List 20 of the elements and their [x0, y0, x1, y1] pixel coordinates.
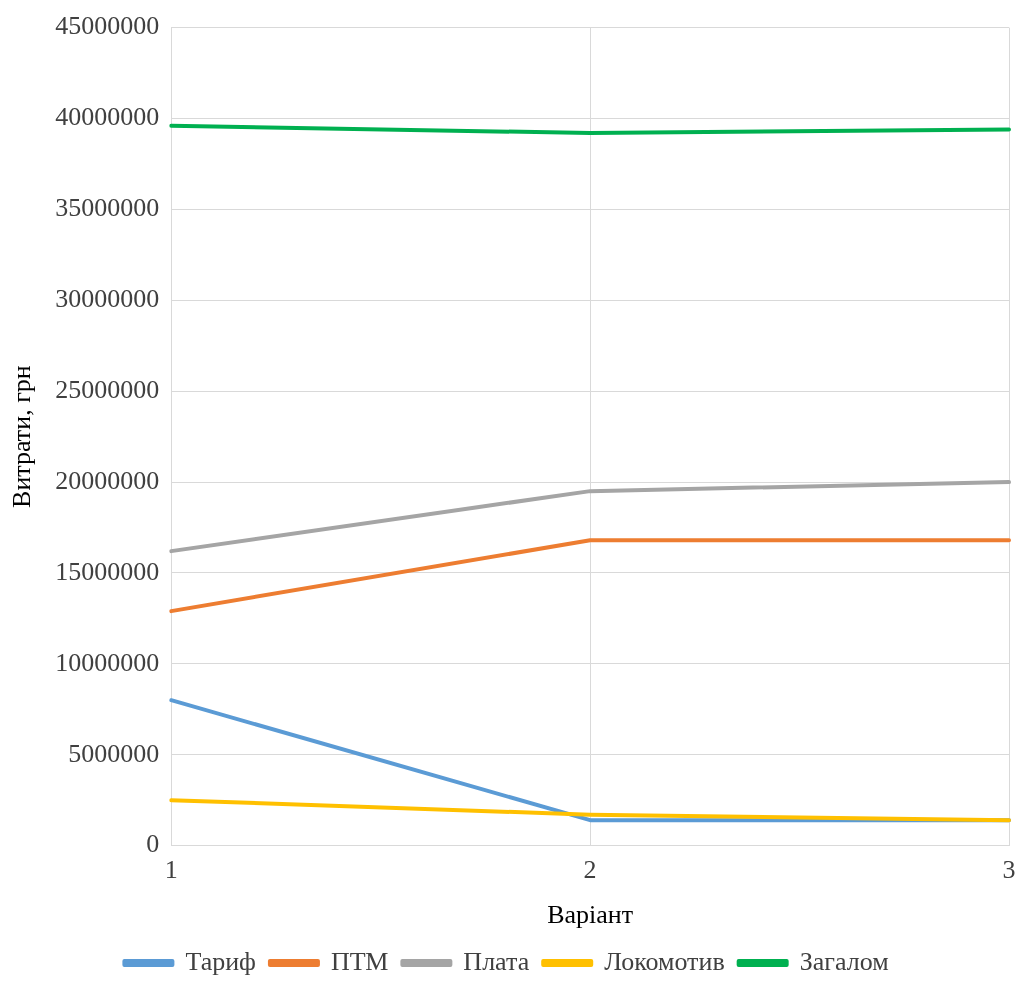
y-tick-label: 0 [146, 829, 160, 859]
legend-label: Тариф [185, 946, 256, 976]
y-tick-label: 5000000 [68, 738, 160, 768]
legend-label: Плата [463, 946, 530, 976]
x-tick-label: 3 [1002, 855, 1016, 885]
y-tick-label: 15000000 [55, 556, 160, 586]
legend-label: ПТМ [330, 946, 389, 976]
x-tick-label: 2 [583, 855, 597, 885]
y-tick-label: 40000000 [55, 102, 160, 132]
x-tick-label: 1 [164, 855, 178, 885]
y-tick-label: 10000000 [55, 647, 160, 677]
x-axis-title: Варіант [547, 900, 634, 930]
legend-label: Загалом [799, 946, 889, 976]
y-tick-label: 30000000 [55, 284, 160, 314]
y-tick-label: 25000000 [55, 374, 160, 404]
y-axis-title: Витрати, грн [7, 365, 37, 508]
y-tick-label: 20000000 [55, 465, 160, 495]
y-tick-label: 45000000 [55, 11, 160, 41]
legend-label: Локомотив [604, 946, 725, 976]
y-tick-label: 35000000 [55, 193, 160, 223]
